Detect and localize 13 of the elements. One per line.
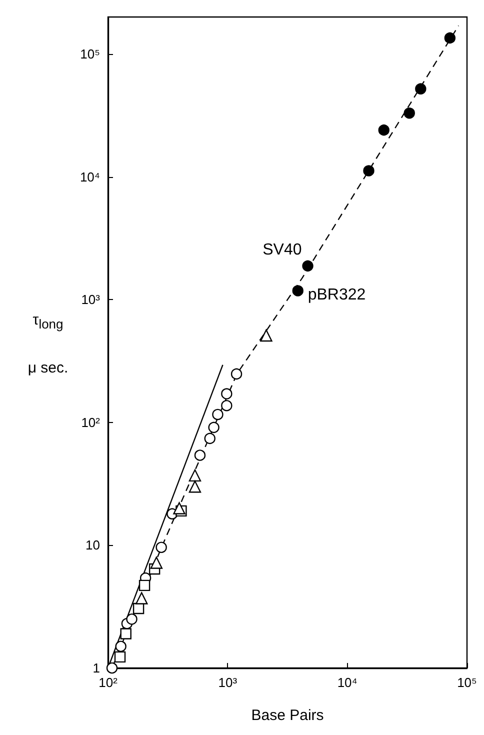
y-tick-label: 10⁵ (80, 46, 100, 62)
y-tick-label: 10⁴ (80, 169, 100, 184)
annotation: pBR322 (308, 286, 366, 304)
x-tick-label: 10² (98, 675, 118, 690)
x-tick-label: 10⁵ (457, 675, 477, 690)
annotation: SV40 (262, 241, 302, 258)
x-tick-label: 10⁴ (337, 675, 358, 690)
y-tick-label: 10³ (81, 292, 101, 308)
x-axis-title: Base Pairs (251, 707, 324, 724)
y-tick-label: 10² (81, 414, 101, 430)
y-tick-label: 10 (86, 538, 100, 553)
x-tick-label: 10³ (218, 675, 238, 690)
y-tick-label: 1 (92, 660, 100, 676)
